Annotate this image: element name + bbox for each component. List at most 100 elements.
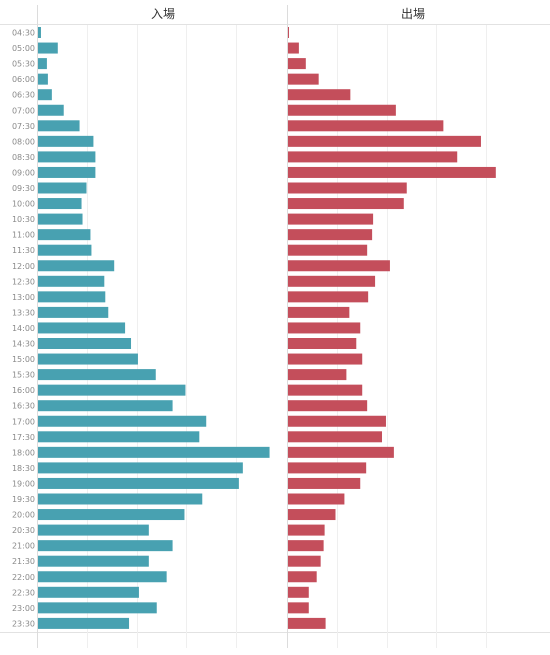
exit-bar — [288, 369, 347, 381]
exit-bar — [288, 229, 373, 241]
entry-bar — [38, 509, 185, 521]
exit-bar — [288, 104, 396, 116]
exit-bar — [288, 260, 390, 272]
entry-bar — [38, 415, 207, 427]
exit-bar — [288, 540, 324, 552]
exit-bar — [288, 42, 299, 54]
exit-bar — [288, 446, 394, 458]
exit-bar — [288, 151, 458, 163]
exit-bar — [288, 73, 319, 85]
category-tick-label: 04:30 — [12, 29, 35, 38]
entry-bar — [38, 384, 186, 396]
category-tick-label: 16:30 — [12, 402, 35, 411]
entry-bar — [38, 446, 270, 458]
category-tick-label: 05:30 — [12, 60, 35, 69]
category-tick-label: 12:00 — [12, 262, 35, 271]
entry-bar — [38, 260, 115, 272]
entry-bar — [38, 602, 157, 614]
category-tick-label: 08:00 — [12, 137, 35, 146]
category-tick-label: 22:30 — [12, 588, 35, 597]
category-tick-label: 09:00 — [12, 168, 35, 177]
exit-bar — [288, 322, 361, 334]
exit-bar — [288, 306, 350, 318]
category-tick-label: 23:30 — [12, 619, 35, 628]
exit-bar — [288, 166, 496, 178]
exit-bar — [288, 182, 407, 194]
entry-bar — [38, 571, 167, 583]
category-tick-label: 13:00 — [12, 293, 35, 302]
category-tick-label: 12:30 — [12, 277, 35, 286]
exit-bar — [288, 462, 367, 474]
category-tick-label: 09:30 — [12, 184, 35, 193]
exit-bar — [288, 509, 336, 521]
entry-bar — [38, 493, 203, 505]
exit-bar — [288, 213, 374, 225]
entry-bar — [38, 229, 91, 241]
entry-bar — [38, 524, 149, 536]
entry-bar — [38, 306, 109, 318]
exit-bar — [288, 555, 321, 567]
category-tick-label: 21:00 — [12, 542, 35, 551]
category-tick-label: 14:00 — [12, 324, 35, 333]
exit-bar — [288, 493, 345, 505]
entry-bar — [38, 42, 58, 54]
category-tick-label: 11:00 — [12, 231, 35, 240]
exit-bar — [288, 275, 376, 287]
category-tick-label: 06:00 — [12, 75, 35, 84]
category-tick-label: 13:30 — [12, 308, 35, 317]
entry-bar — [38, 369, 156, 381]
panel-title: 出場 — [401, 7, 425, 21]
category-tick-label: 17:00 — [12, 417, 35, 426]
category-tick-label: 18:00 — [12, 448, 35, 457]
category-tick-label: 14:30 — [12, 340, 35, 349]
exit-bar — [288, 602, 309, 614]
category-tick-label: 08:30 — [12, 153, 35, 162]
entry-bar — [38, 73, 48, 85]
exit-bar — [288, 27, 289, 38]
entry-bar — [38, 275, 105, 287]
category-tick-label: 06:30 — [12, 91, 35, 100]
category-tick-label: 10:00 — [12, 200, 35, 209]
exit-bar — [288, 400, 368, 412]
entry-bar — [38, 338, 132, 349]
exit-bar — [288, 524, 325, 536]
category-tick-label: 21:30 — [12, 557, 35, 566]
entry-bar — [38, 353, 138, 365]
exit-bar — [288, 135, 481, 147]
category-tick-label: 19:30 — [12, 495, 35, 504]
exit-bar — [288, 89, 351, 101]
exit-bar — [288, 617, 326, 629]
entry-bar — [38, 617, 130, 629]
entry-bar — [38, 555, 149, 567]
entry-bar — [38, 586, 139, 598]
exit-bar — [288, 477, 361, 489]
entry-bar — [38, 58, 47, 70]
entry-bar — [38, 244, 92, 256]
exit-bar — [288, 415, 386, 427]
entry-bar — [38, 213, 83, 225]
category-tick-label: 23:00 — [12, 604, 35, 613]
category-tick-label: 07:00 — [12, 106, 35, 115]
entry-bar — [38, 104, 64, 116]
exit-bar — [288, 338, 357, 349]
entry-bar — [38, 431, 200, 443]
category-tick-label: 16:00 — [12, 386, 35, 395]
category-tick-label: 18:30 — [12, 464, 35, 473]
panel-title: 入場 — [151, 7, 175, 21]
labels: 入場 出場 04:30 05:00 05:30 06:00 06:30 07:00 07:30 0… — [12, 7, 425, 628]
category-tick-label: 17:30 — [12, 433, 35, 442]
entry-bar — [38, 540, 173, 552]
category-tick-label: 11:30 — [12, 246, 35, 255]
entry-bar — [38, 27, 41, 38]
category-tick-label: 07:30 — [12, 122, 35, 131]
entry-bar — [38, 166, 96, 178]
category-tick-label: 19:00 — [12, 479, 35, 488]
category-tick-label: 20:00 — [12, 511, 35, 520]
entry-bar — [38, 135, 94, 147]
entry-bar — [38, 400, 173, 412]
entry-bar — [38, 198, 82, 210]
entry-bar — [38, 89, 52, 101]
exit-bar — [288, 120, 444, 132]
exit-bar — [288, 586, 309, 598]
